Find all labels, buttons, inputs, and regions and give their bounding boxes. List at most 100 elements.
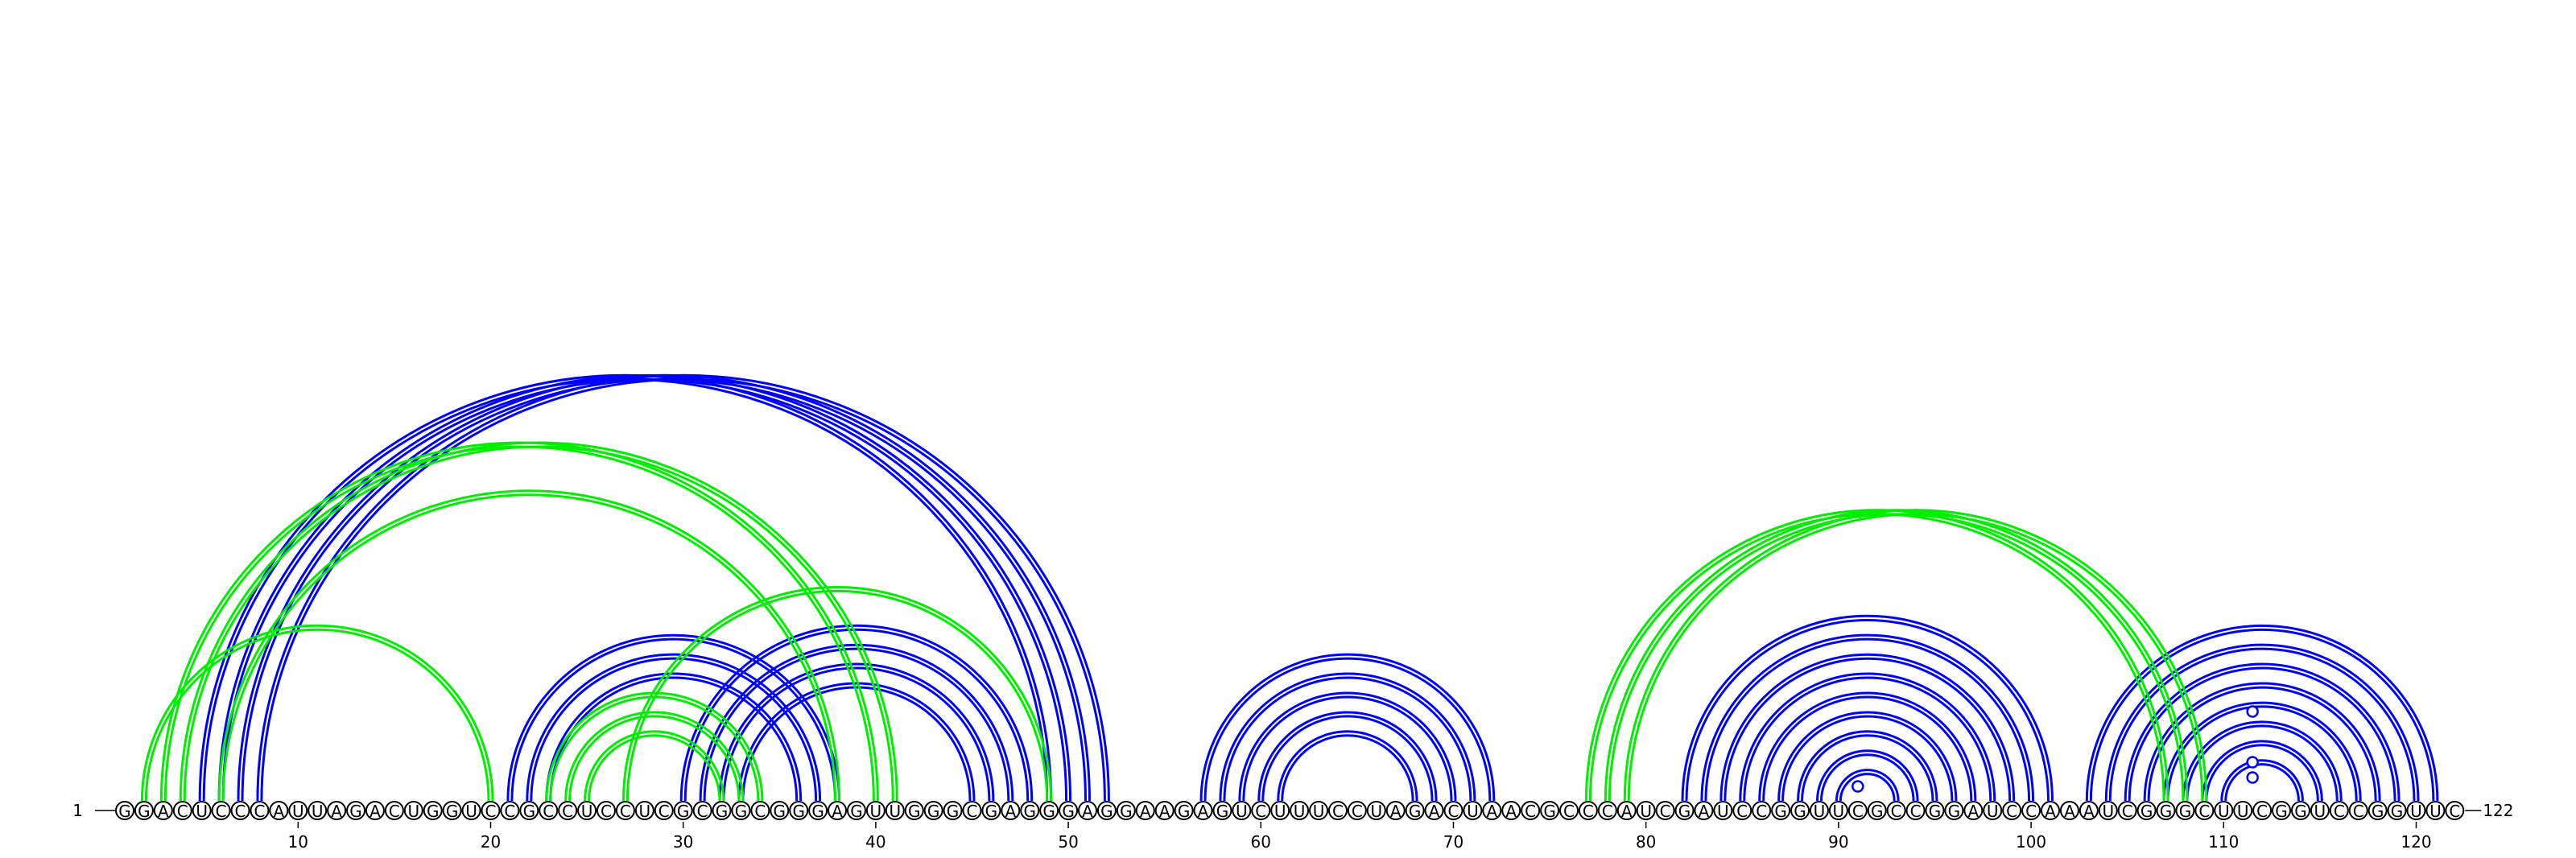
nucleotide-letter: G	[811, 802, 824, 821]
base-pair-arc-21-38-outer	[506, 633, 841, 802]
base-pair-arc-6-50-inner	[221, 377, 1068, 802]
nucleotide: C	[1886, 801, 1906, 821]
nucleotide-circle	[1212, 801, 1232, 820]
nucleotide-circle	[1116, 801, 1136, 820]
base-pair-arc-33-45-outer	[737, 682, 976, 802]
base-pair-arc-2-20-outer	[140, 624, 494, 802]
nucleotide-circle	[153, 801, 173, 820]
nucleotide: C	[1732, 801, 1752, 821]
nucleotide-letter: G	[850, 802, 863, 821]
nucleotide-circle	[962, 801, 982, 820]
nucleotide: U	[634, 801, 654, 821]
nucleotide-letter: G	[908, 802, 921, 821]
nucleotide-letter: A	[2045, 802, 2056, 821]
nucleotide-letter: C	[754, 802, 766, 821]
nucleotide: G	[1925, 801, 1945, 821]
base-pair-arc-6-38-outer	[217, 489, 841, 802]
nucleotide-letter: C	[2122, 802, 2133, 821]
nucleotide: A	[1482, 801, 1502, 821]
base-pair-arc-88-95-outer	[1797, 730, 1938, 802]
nucleotide-circle	[134, 801, 154, 820]
nucleotide: A	[1001, 801, 1021, 821]
nucleotide-circle	[846, 801, 866, 820]
nucleotide-circle	[2136, 801, 2157, 820]
nucleotide-circle	[615, 801, 635, 820]
nucleotide-circle	[519, 801, 539, 820]
nucleotide-letter: A	[1486, 802, 1497, 821]
base-pair-arc-109-115-outer	[2201, 740, 2323, 802]
nucleotide: U	[308, 801, 328, 821]
nucleotide: C	[2445, 801, 2465, 821]
nucleotide-circle	[1193, 801, 1213, 820]
nucleotide: G	[346, 801, 366, 821]
nucleotide-circle	[211, 801, 231, 820]
nucleotide: C	[1847, 801, 1868, 821]
nucleotide-circle	[712, 801, 732, 820]
nucleotide-letter: U	[312, 802, 324, 821]
arc-marker	[2246, 756, 2259, 769]
nucleotide-circle	[2214, 801, 2234, 820]
tick-label: 90	[1828, 832, 1848, 852]
nucleotide-letter: C	[1525, 802, 1536, 821]
nucleotide: C	[558, 801, 578, 821]
base-pair-arc-33-45-inner	[741, 686, 972, 802]
base-pair-arc-61-68-inner	[1281, 734, 1414, 802]
nucleotide: C	[2252, 801, 2273, 821]
nucleotide: U	[1309, 801, 1329, 821]
nucleotide: C	[2194, 801, 2215, 821]
nucleotide-circle	[673, 801, 693, 820]
nucleotide-letter: C	[1660, 802, 1671, 821]
nucleotide-letter: C	[2449, 802, 2460, 821]
base-pair-arc-57-72-inner	[1203, 657, 1492, 802]
nucleotide: A	[1385, 801, 1406, 821]
nucleotide-circle	[692, 801, 712, 820]
nucleotide: G	[923, 801, 943, 821]
nucleotide-letter: A	[1390, 802, 1402, 821]
nucleotide-letter: A	[1621, 802, 1633, 821]
base-pair-arc-7-51-inner	[241, 377, 1087, 802]
arcs-layer	[140, 373, 2439, 802]
nucleotide-letter: G	[1120, 802, 1133, 821]
nucleotide-letter: A	[158, 802, 169, 821]
tick-label: 120	[2401, 832, 2431, 852]
nucleotide: A	[1963, 801, 1984, 821]
nucleotide-circle	[1616, 801, 1637, 820]
nucleotide-letter: C	[2025, 802, 2037, 821]
nucleotide-letter: A	[1699, 802, 1710, 821]
base-pair-arc-85-98-inner	[1743, 676, 1992, 802]
nucleotide-letter: A	[2083, 802, 2095, 821]
nucleotide: C	[2329, 801, 2349, 821]
nucleotide: U	[1983, 801, 2003, 821]
nucleotide-letter: G	[2160, 802, 2173, 821]
nucleotide-letter: G	[677, 802, 690, 821]
nucleotide-circle	[1540, 801, 1560, 820]
nucleotide-letter: A	[832, 802, 843, 821]
base-pair-arc-59-70-inner	[1242, 695, 1453, 802]
nucleotide-letter: A	[2064, 802, 2075, 821]
nucleotide-letter: C	[1891, 802, 1902, 821]
nucleotide-circle	[943, 801, 963, 820]
nucleotide: G	[943, 801, 963, 821]
nucleotide: U	[1366, 801, 1386, 821]
nucleotide: A	[365, 801, 385, 821]
nucleotide-letter: G	[2275, 802, 2288, 821]
nucleotide: G	[2136, 801, 2157, 821]
nucleotide-circle	[539, 801, 559, 820]
nucleotide-circle	[1347, 801, 1367, 820]
nucleotide-circle	[1078, 801, 1097, 820]
nucleotide-letter: U	[2410, 802, 2422, 821]
nucleotide-circle	[308, 801, 328, 820]
base-pair-arc-4-41-inner	[183, 445, 894, 802]
nucleotide-circle	[2175, 801, 2195, 820]
nucleotide: C	[692, 801, 712, 821]
nucleotide-circle	[1174, 801, 1194, 820]
nucleotide: C	[615, 801, 635, 821]
nucleotide-circle	[1482, 801, 1502, 820]
nucleotide-circle	[288, 801, 308, 820]
nucleotide-circle	[2387, 801, 2407, 820]
nucleotide-letter: A	[1140, 802, 1151, 821]
nucleotide-circle	[1366, 801, 1386, 820]
nucleotide-letter: C	[2334, 802, 2345, 821]
